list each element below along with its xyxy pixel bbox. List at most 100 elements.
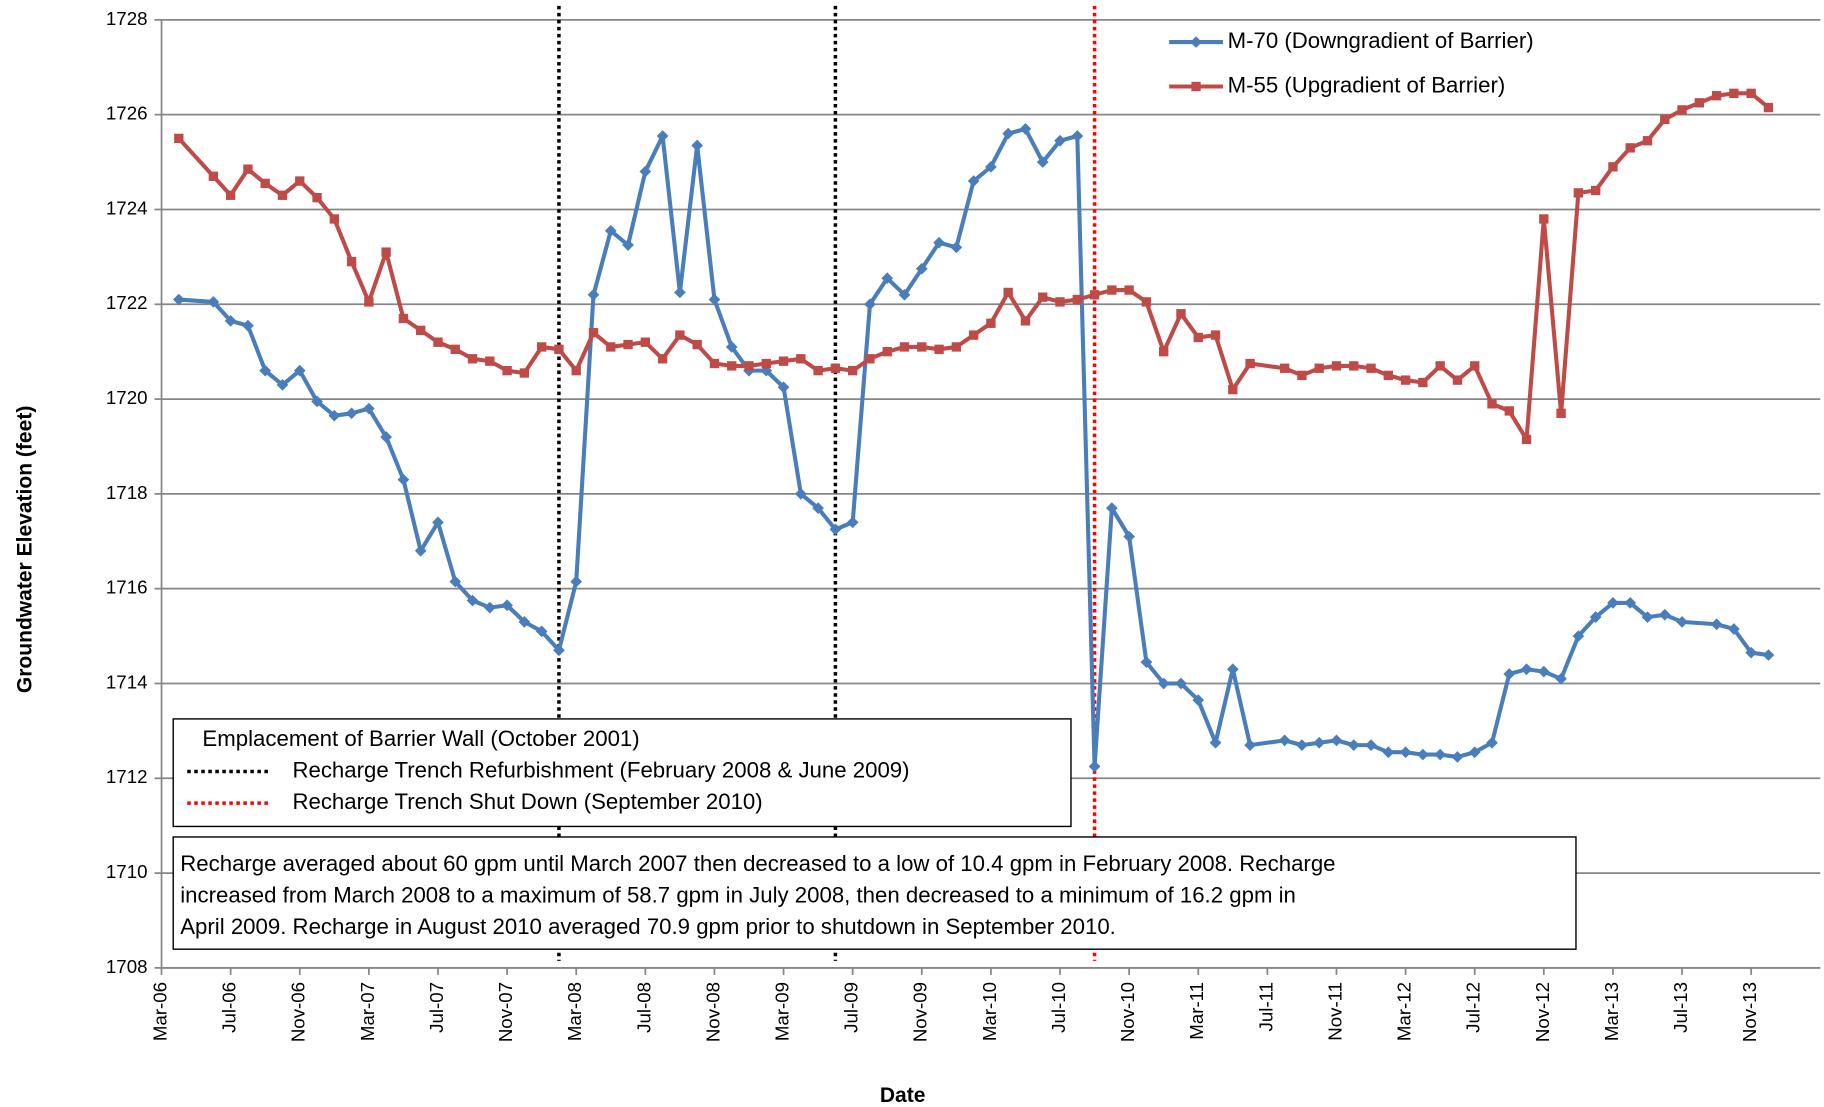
marker <box>1296 739 1308 751</box>
marker <box>345 407 358 420</box>
x-tick-label: Jul-12 <box>1463 982 1484 1033</box>
marker <box>1036 156 1049 168</box>
marker <box>225 190 236 200</box>
x-tick-label: Mar-11 <box>1186 982 1207 1040</box>
marker <box>466 594 479 607</box>
note-box <box>172 836 1577 950</box>
marker <box>483 601 496 614</box>
marker <box>623 339 633 350</box>
x-tick-label: Mar-13 <box>1601 982 1622 1041</box>
marker <box>1573 188 1584 198</box>
marker <box>1660 114 1670 125</box>
x-tick-label: Nov-08 <box>702 982 723 1042</box>
x-tick-label: Mar-09 <box>771 982 792 1041</box>
marker <box>1314 363 1324 373</box>
marker <box>1159 347 1169 357</box>
x-tick-label: Mar-07 <box>357 982 378 1041</box>
marker <box>570 575 583 588</box>
marker <box>986 318 996 328</box>
marker <box>1694 98 1705 108</box>
marker <box>1331 361 1342 371</box>
marker <box>1624 597 1637 609</box>
series-line <box>178 126 1769 769</box>
marker <box>1349 361 1359 371</box>
marker <box>1590 185 1601 196</box>
marker <box>553 644 565 657</box>
marker <box>1071 130 1084 142</box>
marker <box>1038 292 1048 302</box>
marker <box>311 395 323 408</box>
marker <box>761 358 771 369</box>
y-axis-label: Groundwater Elevation (feet) <box>13 406 36 693</box>
y-tick-label: 1720 <box>106 387 148 408</box>
marker <box>1504 406 1514 416</box>
marker <box>242 319 254 332</box>
marker <box>1658 608 1671 621</box>
x-tick-label: Mar-06 <box>149 982 170 1041</box>
marker <box>1347 739 1360 751</box>
x-axis-label: Date <box>880 1084 926 1107</box>
marker <box>727 361 737 371</box>
marker <box>1470 361 1480 371</box>
marker <box>813 365 823 376</box>
marker <box>293 364 306 377</box>
marker <box>830 363 841 373</box>
marker <box>295 176 305 186</box>
marker <box>1107 285 1117 295</box>
marker <box>917 342 927 352</box>
note-text: April 2009. Recharge in August 2010 aver… <box>180 914 1116 939</box>
marker <box>744 361 754 371</box>
legend-marker <box>1190 36 1202 48</box>
marker <box>1123 530 1135 543</box>
marker <box>1175 677 1187 690</box>
marker <box>951 342 962 352</box>
x-tick-label: Nov-06 <box>288 982 309 1042</box>
marker <box>708 293 721 306</box>
marker <box>1434 748 1446 761</box>
marker <box>450 344 460 354</box>
series-line <box>177 91 1770 442</box>
legend-label: M-55 (Upgradient of Barrier) <box>1228 72 1506 97</box>
marker <box>1278 734 1291 747</box>
marker <box>364 297 374 307</box>
marker <box>1209 736 1222 749</box>
marker <box>899 342 910 352</box>
y-tick-label: 1714 <box>106 671 148 692</box>
marker <box>1141 297 1152 307</box>
marker <box>1176 309 1186 319</box>
marker <box>536 342 547 352</box>
marker <box>606 342 616 352</box>
marker <box>967 175 980 187</box>
x-tick-label: Nov-09 <box>910 982 931 1042</box>
marker <box>588 328 599 338</box>
marker <box>380 431 392 443</box>
marker <box>1503 668 1516 680</box>
marker <box>1330 734 1343 747</box>
marker <box>1642 136 1653 146</box>
marker <box>432 516 444 529</box>
marker <box>656 130 669 142</box>
marker <box>1297 370 1307 381</box>
marker <box>224 315 237 327</box>
x-tick-label: Jul-11 <box>1255 982 1276 1032</box>
marker <box>1486 736 1498 749</box>
marker <box>1089 290 1100 300</box>
marker <box>260 178 270 189</box>
x-tick-label: Jul-09 <box>841 982 862 1033</box>
marker <box>1365 739 1377 751</box>
marker <box>208 171 219 181</box>
marker <box>1520 663 1533 676</box>
marker <box>587 288 600 301</box>
marker <box>640 337 651 347</box>
marker <box>847 365 858 376</box>
marker <box>882 347 892 357</box>
marker <box>1245 358 1255 369</box>
y-tick-label: 1710 <box>106 861 148 882</box>
marker <box>1417 748 1429 761</box>
marker <box>328 409 341 422</box>
marker <box>674 286 686 299</box>
marker <box>778 356 789 366</box>
marker <box>1625 143 1635 153</box>
y-tick-label: 1708 <box>106 956 148 977</box>
